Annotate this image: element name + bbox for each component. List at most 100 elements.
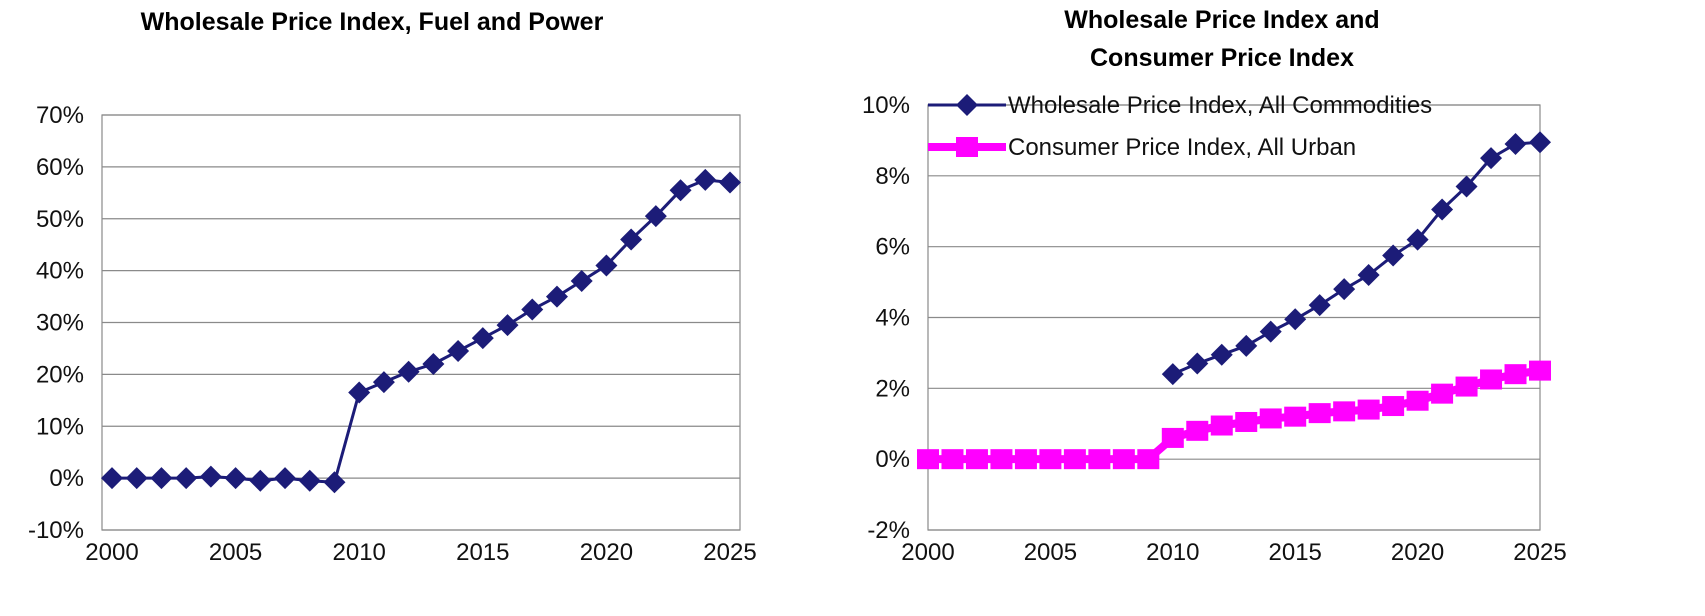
y-tick-label: 10% [36, 413, 84, 440]
series-point-1 [1431, 383, 1454, 404]
series-point-1 [941, 449, 964, 470]
y-tick-label: -10% [28, 517, 84, 544]
series-point-0 [150, 467, 173, 490]
series-point-0 [1210, 343, 1233, 366]
series-point-1 [990, 449, 1013, 470]
y-tick-label: 10% [862, 92, 910, 119]
series-point-0 [1406, 228, 1429, 251]
series-point-1 [1161, 427, 1184, 448]
series-point-1 [965, 449, 988, 470]
series-point-0 [669, 179, 692, 202]
chart-title: Consumer Price Index [1090, 44, 1354, 72]
series-point-0 [1382, 244, 1405, 267]
series-point-1 [1063, 449, 1086, 470]
series-point-1 [1480, 369, 1503, 390]
series-point-0 [1480, 147, 1503, 170]
y-tick-label: 6% [875, 234, 910, 261]
y-tick-label: 20% [36, 361, 84, 388]
series-point-0 [595, 254, 618, 277]
x-tick-label: 2000 [85, 539, 138, 566]
series-point-1 [1357, 399, 1380, 420]
series-point-0 [1529, 131, 1551, 154]
legend-label-1: Consumer Price Index, All Urban [1008, 134, 1356, 161]
series-point-0 [101, 467, 123, 490]
series-point-0 [1259, 320, 1282, 343]
x-tick-label: 2015 [456, 539, 509, 566]
series-line-0 [1172, 140, 1541, 376]
series-point-0 [323, 471, 346, 494]
series-point-1 [1137, 449, 1160, 470]
series-point-1 [1186, 420, 1209, 441]
series-point-0 [1186, 352, 1209, 375]
series-point-0 [1284, 308, 1307, 331]
y-tick-label: 2% [875, 375, 910, 402]
series-point-1 [1112, 449, 1135, 470]
y-tick-label: 4% [875, 305, 910, 332]
x-tick-label: 2025 [703, 539, 756, 566]
series-point-1 [1529, 360, 1551, 381]
series-point-0 [1357, 264, 1380, 286]
x-tick-label: 2020 [1391, 539, 1444, 566]
x-tick-label: 2015 [1269, 539, 1322, 566]
series-point-1 [1382, 396, 1405, 417]
series-point-0 [570, 270, 593, 292]
series-point-0 [224, 467, 247, 490]
legend-label-0: Wholesale Price Index, All Commodities [1008, 92, 1432, 119]
y-tick-label: 40% [36, 258, 84, 285]
chart-wpi-fuel-power: Wholesale Price Index, Fuel and Power -10… [28, 8, 757, 566]
x-tick-label: 2025 [1513, 539, 1566, 566]
y-tick-label: 0% [49, 465, 84, 492]
series-point-1 [1284, 406, 1307, 427]
series-point-0 [719, 171, 741, 194]
series-point-1 [1455, 376, 1478, 397]
series-point-1 [1210, 415, 1233, 436]
series-point-1 [1333, 401, 1356, 422]
series-point-0 [199, 465, 222, 488]
series-point-0 [644, 205, 667, 228]
series-point-0 [125, 467, 148, 490]
y-tick-label: 30% [36, 310, 84, 337]
series-point-0 [274, 467, 297, 490]
chart-title: Wholesale Price Index and [1064, 6, 1379, 34]
series-point-1 [1088, 449, 1111, 470]
y-tick-label: -2% [867, 517, 910, 544]
x-tick-label: 2020 [580, 539, 633, 566]
series-point-0 [1308, 294, 1331, 317]
series-point-0 [545, 285, 568, 308]
x-tick-label: 2005 [209, 539, 262, 566]
series-point-1 [1235, 411, 1258, 432]
plot-frame [927, 104, 1541, 531]
series-point-0 [298, 469, 321, 492]
series-point-1 [1406, 390, 1429, 411]
legend-marker-0 [956, 94, 978, 116]
series-line-0 [112, 178, 731, 484]
chart-title: Wholesale Price Index, Fuel and Power [141, 8, 604, 36]
legend-marker-1 [956, 137, 978, 157]
x-tick-label: 2005 [1024, 539, 1077, 566]
series-point-1 [1259, 408, 1282, 429]
series-point-0 [1235, 334, 1258, 357]
series-point-0 [447, 340, 470, 363]
series-point-0 [249, 469, 272, 492]
series-point-0 [422, 353, 445, 375]
series-point-0 [620, 228, 643, 251]
x-tick-label: 2010 [1146, 539, 1199, 566]
series-point-0 [521, 298, 544, 321]
series-point-0 [372, 371, 395, 394]
series-point-1 [917, 449, 939, 470]
series-point-1 [1504, 364, 1527, 385]
x-tick-label: 2000 [901, 539, 954, 566]
series-point-0 [348, 381, 371, 404]
series-point-0 [694, 168, 717, 191]
series-point-0 [471, 327, 494, 350]
series-point-0 [1455, 175, 1478, 198]
series-point-0 [397, 360, 420, 383]
series-point-1 [1039, 449, 1062, 470]
series-point-1 [1308, 403, 1331, 424]
y-tick-label: 60% [36, 154, 84, 181]
series-point-0 [1504, 132, 1527, 155]
y-tick-label: 8% [875, 163, 910, 190]
series-point-0 [1431, 198, 1454, 221]
series-point-0 [496, 314, 519, 337]
